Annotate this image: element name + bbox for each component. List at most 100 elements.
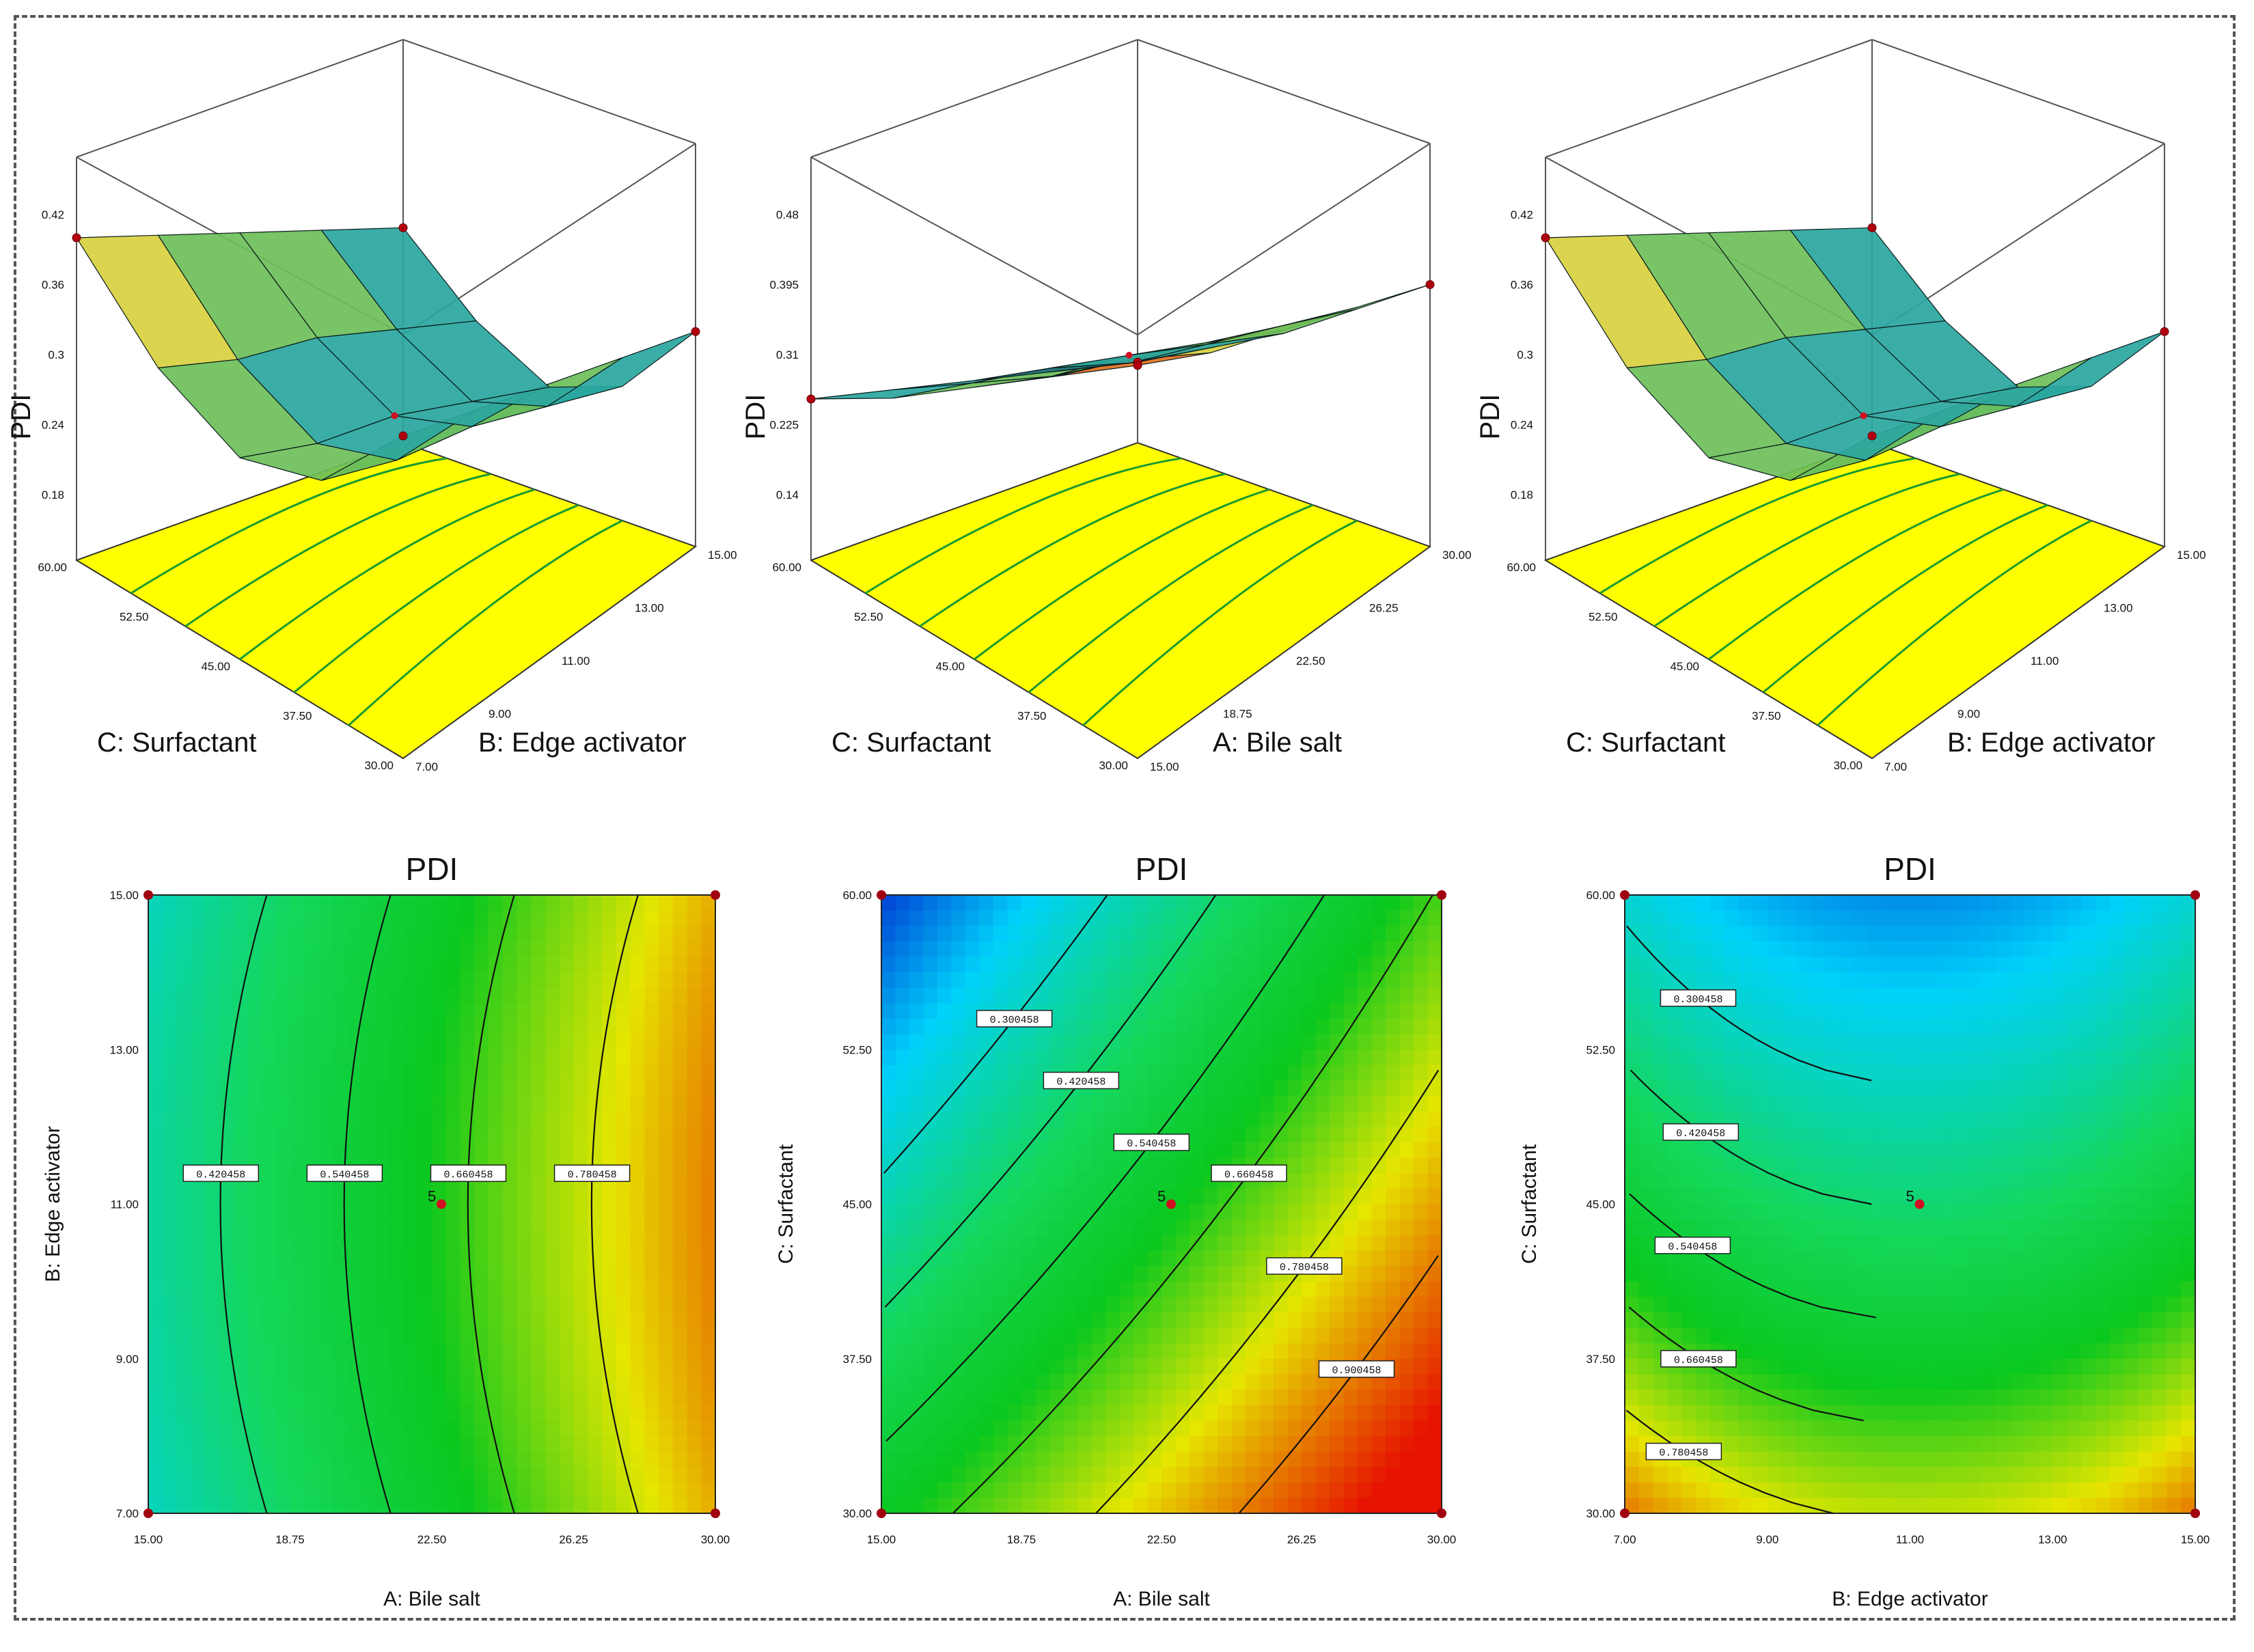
heatmap-cell — [1302, 1034, 1317, 1050]
heatmap-cell — [701, 1374, 716, 1390]
heatmap-cell — [403, 1327, 418, 1344]
heatmap-cell — [2009, 1127, 2025, 1143]
heatmap-cell — [1274, 987, 1289, 1004]
heatmap-cell — [616, 1327, 631, 1344]
heatmap-cell — [2152, 1358, 2167, 1375]
heatmap-cell — [2067, 1250, 2082, 1267]
heatmap-cell — [588, 1188, 603, 1205]
heatmap-cell — [909, 910, 924, 926]
heatmap-cell — [1667, 1498, 1683, 1514]
heatmap-cell — [375, 1204, 390, 1220]
heatmap-cell — [1021, 1405, 1036, 1421]
heatmap-cell — [616, 1220, 631, 1236]
heatmap-cell — [965, 1312, 980, 1329]
heatmap-cell — [176, 1358, 191, 1375]
heatmap-cell — [1105, 956, 1121, 973]
heatmap-cell — [1924, 1482, 1939, 1498]
heatmap-cell — [630, 1312, 645, 1329]
surface-patch — [547, 331, 696, 407]
heatmap-cell — [602, 1482, 617, 1498]
heatmap-cell — [148, 987, 163, 1004]
heatmap-cell — [262, 1127, 277, 1143]
heatmap-cell — [1246, 1019, 1261, 1035]
heatmap-cell — [2138, 1220, 2153, 1236]
heatmap-cell — [2081, 1019, 2096, 1035]
heatmap-cell — [2052, 895, 2067, 911]
heatmap-cell — [1035, 1096, 1050, 1112]
heatmap-cell — [1049, 987, 1064, 1004]
heatmap-cell — [1091, 1220, 1106, 1236]
heatmap-cell — [993, 1405, 1008, 1421]
heatmap-cell — [659, 895, 674, 911]
heatmap-cell — [2081, 1064, 2096, 1082]
floor-contour-line — [348, 519, 623, 726]
heatmap-cell — [1653, 1420, 1668, 1437]
heatmap-cell — [1049, 1435, 1064, 1453]
heatmap-cell — [659, 1235, 674, 1251]
heatmap-cell — [1133, 1312, 1149, 1329]
heatmap-cell — [474, 1235, 489, 1251]
heatmap-cell — [432, 1111, 447, 1127]
heatmap-cell — [361, 1250, 376, 1267]
heatmap-cell — [1386, 987, 1401, 1004]
heatmap-cell — [573, 956, 588, 973]
heatmap-cell — [881, 1343, 896, 1360]
heatmap-cell — [2138, 1173, 2153, 1189]
heatmap-cell — [1739, 972, 1754, 989]
z-tick-label: 0.36 — [1511, 279, 1533, 292]
heatmap-cell — [659, 972, 674, 989]
heatmap-cell — [644, 1220, 659, 1236]
heatmap-cell — [1162, 1220, 1177, 1236]
heatmap-cell — [417, 1467, 432, 1483]
heatmap-cell — [502, 1358, 518, 1375]
heatmap-cell — [445, 1250, 461, 1267]
floor-contour-line — [1082, 519, 1358, 726]
heatmap-cell — [895, 1064, 910, 1082]
heatmap-cell — [895, 910, 910, 926]
heatmap-cell — [2024, 1343, 2039, 1360]
heatmap-cell — [403, 1049, 418, 1066]
heatmap-cell — [1853, 1142, 1868, 1159]
heatmap-cell — [460, 1235, 475, 1251]
heatmap-cell — [1739, 1312, 1754, 1329]
heatmap-cell — [630, 1281, 645, 1297]
heatmap-cell — [1358, 1297, 1373, 1313]
heatmap-cell — [403, 1374, 418, 1390]
heatmap-cell — [375, 972, 390, 989]
heatmap-cell — [979, 1127, 994, 1143]
heatmap-cell — [644, 1003, 659, 1019]
heatmap-cell — [304, 1327, 319, 1344]
heatmap-cell — [2038, 956, 2053, 973]
heatmap-cell — [1315, 1374, 1330, 1390]
heatmap-cell — [1063, 1281, 1078, 1297]
heatmap-cell — [432, 1019, 447, 1035]
heatmap-cell — [1427, 1157, 1442, 1174]
heatmap-cell — [1781, 1157, 1797, 1174]
heatmap-cell — [2067, 941, 2082, 958]
heatmap-cell — [1231, 910, 1246, 926]
heatmap-cell — [219, 1297, 234, 1313]
heatmap-cell — [1696, 926, 1711, 942]
heatmap-cell — [1953, 1250, 1968, 1267]
heatmap-cell — [148, 941, 163, 958]
heatmap-cell — [2138, 972, 2153, 989]
heatmap-cell — [1953, 926, 1968, 942]
heatmap-cell — [191, 1204, 206, 1220]
heatmap-cell — [602, 1451, 617, 1468]
heatmap-cell — [361, 1034, 376, 1050]
heatmap-cell — [176, 1204, 191, 1220]
heatmap-cell — [2067, 1019, 2082, 1035]
heatmap-cell — [1162, 1096, 1177, 1112]
heatmap-cell — [1753, 910, 1768, 926]
heatmap-cell — [1881, 1096, 1897, 1112]
heatmap-cell — [2095, 926, 2111, 942]
heatmap-cell — [1653, 1250, 1668, 1267]
heatmap-cell — [332, 1498, 348, 1514]
heatmap-cell — [951, 1343, 966, 1360]
heatmap-cell — [602, 1049, 617, 1066]
heatmap-cell — [489, 1096, 504, 1112]
heatmap-cell — [2167, 1312, 2182, 1329]
heatmap-cell — [1231, 956, 1246, 973]
heatmap-cell — [1414, 1064, 1429, 1082]
heatmap-cell — [1162, 1034, 1177, 1050]
